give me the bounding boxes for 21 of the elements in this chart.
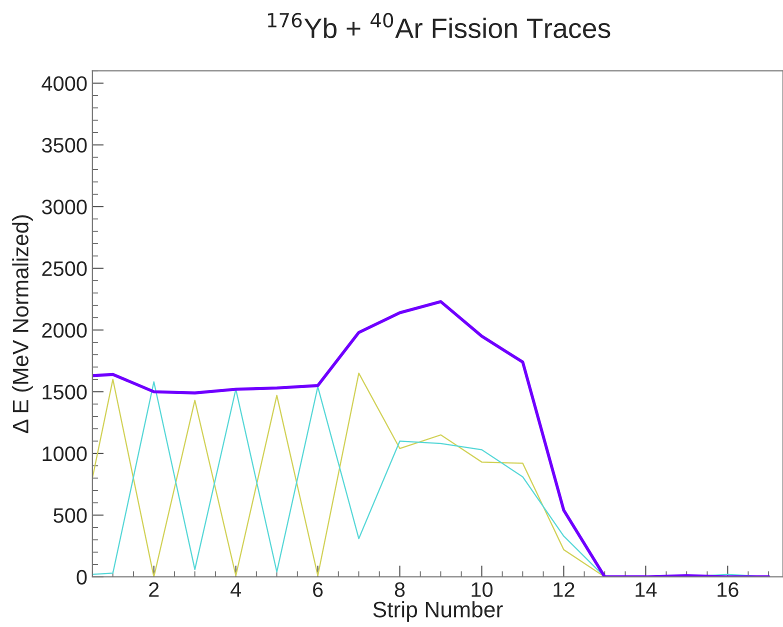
x-tick-label: 8 <box>394 582 405 598</box>
line-series <box>92 300 770 577</box>
x-tick-label: 6 <box>313 582 323 598</box>
y-tick-label: 4000 <box>42 76 87 91</box>
y-tick-label: 3500 <box>42 138 87 153</box>
y-tick-label: 2500 <box>42 261 87 276</box>
x-tick-label: 10 <box>472 582 493 598</box>
x-axis-title: Strip Number <box>373 601 503 622</box>
y-tick-label: 500 <box>54 508 87 523</box>
y-axis-title: Δ E (MeV Normalized) <box>12 215 33 434</box>
x-tick-label: 2 <box>149 582 159 597</box>
y-tick-label: 1500 <box>42 384 87 400</box>
x-tick-label: 12 <box>554 582 574 597</box>
y-tick-label: 0 <box>76 570 87 585</box>
x-tick-label: 14 <box>636 582 657 597</box>
x-tick-label: 4 <box>230 582 242 597</box>
y-tick-label: 1000 <box>42 446 87 462</box>
x-tick-label: 16 <box>718 582 738 598</box>
y-tick-label: 2000 <box>42 323 87 338</box>
chart-title: $^{176}$Yb + $^{40}$Ar Fission Traces <box>268 12 610 38</box>
y-tick-label: 3000 <box>42 200 87 214</box>
